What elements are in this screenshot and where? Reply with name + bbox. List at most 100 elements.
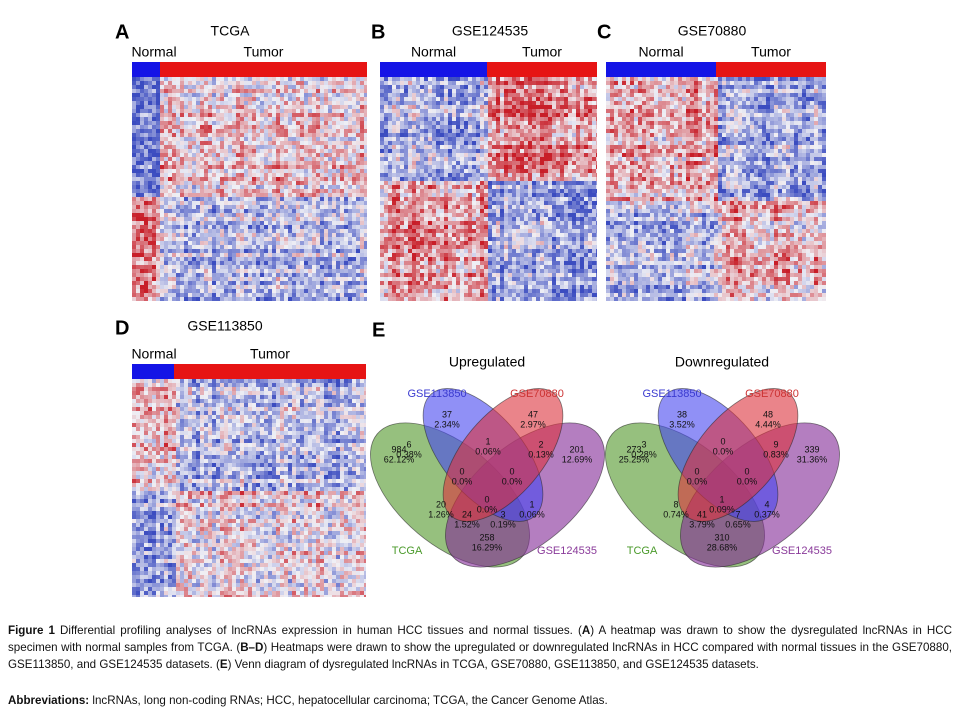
heatmap-cell (256, 201, 260, 205)
heatmap-cell (552, 189, 556, 193)
heatmap-cell (164, 109, 168, 113)
heatmap-cell (296, 249, 300, 253)
heatmap-cell (208, 149, 212, 153)
heatmap-cell (312, 101, 316, 105)
heatmap-cell (408, 161, 412, 165)
heatmap-cell (264, 237, 268, 241)
heatmap-cell (512, 89, 516, 93)
heatmap-cell (264, 249, 268, 253)
heatmap-cell (148, 261, 152, 265)
heatmap-cell (188, 209, 192, 213)
heatmap-cell (504, 161, 508, 165)
heatmap-cell (332, 229, 336, 233)
heatmap-cell (240, 269, 244, 273)
heatmap-cell (536, 185, 540, 189)
heatmap-cell (456, 169, 460, 173)
heatmap-cell (468, 145, 472, 149)
heatmap-cell (280, 269, 284, 273)
heatmap-cell (220, 293, 224, 297)
heatmap-cell (360, 233, 364, 237)
heatmap-cell (416, 89, 420, 93)
heatmap-cell (564, 77, 568, 81)
heatmap-cell (320, 133, 324, 137)
heatmap-cell (320, 205, 324, 209)
heatmap-cell (308, 113, 312, 117)
heatmap-cell (332, 125, 336, 129)
heatmap-cell (336, 93, 340, 97)
heatmap-cell (292, 165, 296, 169)
heatmap-cell (484, 165, 488, 169)
heatmap-cell (556, 93, 560, 97)
heatmap-cell (564, 97, 568, 101)
heatmap-cell (560, 165, 564, 169)
heatmap-cell (296, 217, 300, 221)
heatmap-cell (544, 181, 548, 185)
heatmap-cell (236, 121, 240, 125)
heatmap-cell (364, 161, 367, 165)
heatmap-cell (408, 141, 412, 145)
heatmap-cell (504, 85, 508, 89)
heatmap-cell (196, 177, 200, 181)
heatmap-cell (452, 93, 456, 97)
heatmap-cell (588, 157, 592, 161)
heatmap-cell (156, 213, 160, 217)
heatmap-cell (280, 209, 284, 213)
heatmap-cell (140, 105, 144, 109)
heatmap-cell (492, 117, 496, 121)
heatmap-cell (160, 289, 164, 293)
heatmap-cell (324, 213, 328, 217)
heatmap-cell (240, 237, 244, 241)
heatmap-cell (408, 117, 412, 121)
heatmap-cell (484, 137, 488, 141)
heatmap-cell (344, 101, 348, 105)
heatmap-cell (496, 185, 500, 189)
heatmap-cell (348, 185, 352, 189)
heatmap-cell (596, 77, 597, 81)
heatmap-cell (216, 197, 220, 201)
heatmap-cell (164, 297, 168, 301)
heatmap-cell (320, 85, 324, 89)
heatmap-cell (308, 121, 312, 125)
heatmap-cell (416, 185, 420, 189)
heatmap-cell (192, 161, 196, 165)
heatmap-cell (460, 137, 464, 141)
heatmap-cell (464, 129, 468, 133)
heatmap-cell (324, 161, 328, 165)
heatmap-cell (280, 177, 284, 181)
heatmap-cell (532, 173, 536, 177)
heatmap-cell (344, 133, 348, 137)
heatmap-cell (316, 225, 320, 229)
heatmap-cell (200, 105, 204, 109)
heatmap-cell (468, 197, 472, 201)
heatmap-cell (328, 177, 332, 181)
heatmap-cell (152, 137, 156, 141)
heatmap-cell (412, 137, 416, 141)
heatmap-cell (316, 149, 320, 153)
heatmap-cell (532, 137, 536, 141)
heatmap-cell (532, 113, 536, 117)
heatmap-cell (476, 197, 480, 201)
heatmap-cell (380, 117, 384, 121)
heatmap-cell (172, 109, 176, 113)
heatmap-cell (232, 245, 236, 249)
heatmap-cell (268, 265, 272, 269)
heatmap-cell (232, 113, 236, 117)
heatmap-cell (320, 157, 324, 161)
heatmap-cell (212, 85, 216, 89)
heatmap-cell (364, 141, 367, 145)
heatmap-cell (284, 177, 288, 181)
heatmap-cell (156, 129, 160, 133)
heatmap-cell (528, 149, 532, 153)
heatmap-cell (392, 189, 396, 193)
heatmap-cell (348, 93, 352, 97)
heatmap-cell (540, 181, 544, 185)
heatmap-cell (256, 225, 260, 229)
heatmap-cell (200, 289, 204, 293)
heatmap-cell (164, 233, 168, 237)
heatmap-cell (348, 97, 352, 101)
heatmap-cell (276, 237, 280, 241)
heatmap-cell (236, 281, 240, 285)
heatmap-cell (188, 217, 192, 221)
heatmap-cell (572, 153, 576, 157)
heatmap-cell (308, 213, 312, 217)
